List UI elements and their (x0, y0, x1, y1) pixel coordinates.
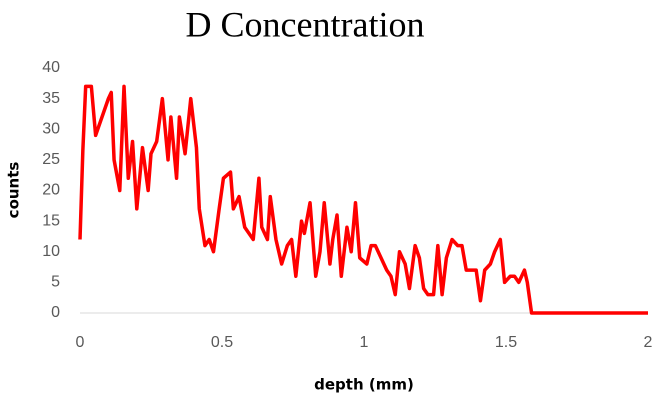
x-axis-title: depth (mm) (314, 376, 414, 394)
data-line (78, 84, 648, 315)
x-tick-label: 0.5 (211, 334, 233, 351)
y-tick-label: 5 (51, 274, 60, 291)
y-tick-label: 0 (51, 304, 60, 321)
y-tick-label: 25 (42, 151, 60, 168)
y-tick-label: 40 (42, 59, 60, 76)
y-tick-label: 10 (42, 243, 60, 260)
y-axis-title: counts (5, 162, 23, 219)
y-tick-label: 15 (42, 212, 60, 229)
chart-title: D Concentration (186, 4, 425, 44)
y-tick-label: 30 (42, 120, 60, 137)
x-tick-label: 2 (644, 334, 653, 351)
x-tick-label: 1.5 (495, 334, 517, 351)
y-tick-label: 35 (42, 90, 60, 107)
x-tick-label: 0 (76, 334, 85, 351)
x-tick-label: 1 (360, 334, 369, 351)
y-tick-label: 20 (42, 182, 60, 199)
